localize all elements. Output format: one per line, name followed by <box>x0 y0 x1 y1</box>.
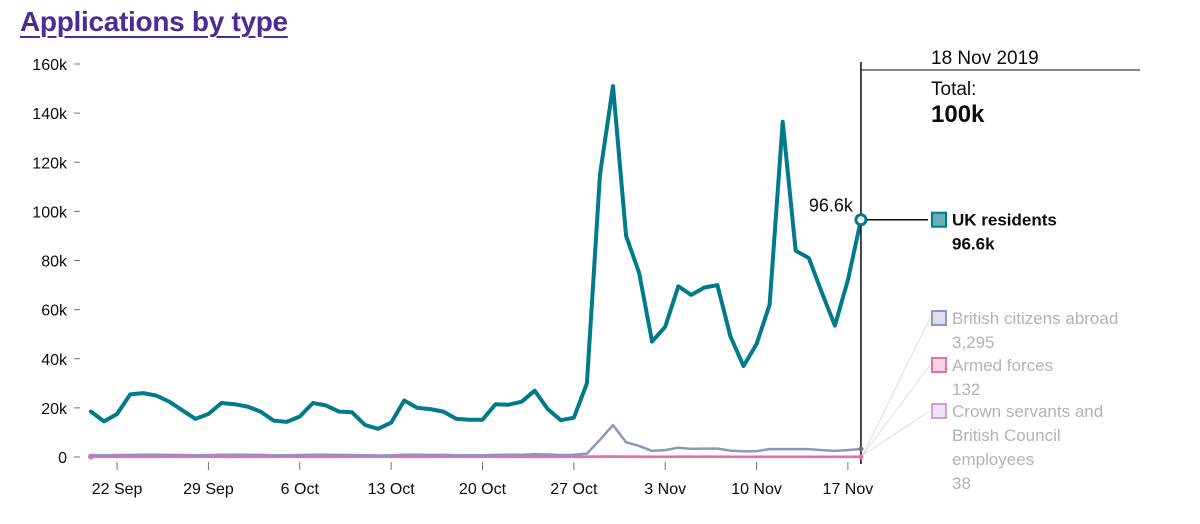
y-tick-label: 60k <box>41 303 68 320</box>
legend-leader-line <box>862 317 931 456</box>
legend-value: 132 <box>952 380 980 399</box>
hover-point-armed-forces <box>858 454 864 460</box>
legend[interactable]: UK residents 96.6k British citizens abroad… <box>862 211 1118 493</box>
x-tick-label: 6 Oct <box>281 481 320 498</box>
chart-title-link[interactable]: Applications by type <box>20 6 288 37</box>
x-tick-label: 29 Sep <box>183 481 234 498</box>
y-tick-label: 140k <box>32 106 68 123</box>
y-tick-label: 0 <box>58 450 67 467</box>
y-tick-label: 20k <box>41 401 68 418</box>
legend-leader-line <box>862 364 931 456</box>
legend-swatch <box>931 310 947 326</box>
tooltip-total-value: 100k <box>931 101 985 128</box>
legend-value: 96.6k <box>952 235 995 254</box>
legend-item-british-citizens-abroad[interactable]: British citizens abroad 3,295 <box>862 309 1118 456</box>
y-tick-label: 100k <box>32 204 68 221</box>
x-tick-label: 27 Oct <box>550 481 598 498</box>
y-axis: 0 20k 40k 60k 80k 100k 120k 140k 160k <box>32 57 80 467</box>
series-line-uk-residents <box>89 84 863 431</box>
legend-value: 3,295 <box>952 333 995 352</box>
legend-label: Armed forces <box>952 356 1053 375</box>
x-tick-label: 3 Nov <box>644 481 686 498</box>
x-tick-label: 22 Sep <box>92 481 143 498</box>
hover-point-british-citizens-abroad <box>858 446 864 452</box>
hover-marks: 96.6k <box>809 196 928 460</box>
legend-label: Crown servants and British Council employe… <box>952 402 1103 469</box>
legend-label: British citizens abroad <box>952 309 1118 328</box>
legend-item-crown-servants-and-british-council-employees[interactable]: Crown servants and British Council employe… <box>862 402 1103 493</box>
legend-value: 38 <box>952 474 971 493</box>
legend-swatch <box>931 211 947 228</box>
series-line-british-citizens-abroad <box>89 423 863 457</box>
legend-leader-line <box>862 410 931 456</box>
x-tick-label: 13 Oct <box>368 481 416 498</box>
x-axis: 22 Sep 29 Sep 6 Oct 13 Oct 20 Oct 27 Oct 3 Nov… <box>92 462 874 498</box>
tooltip-date: 18 Nov 2019 <box>931 48 1039 69</box>
x-tick-label: 10 Nov <box>731 481 782 498</box>
legend-label: UK residents <box>952 211 1057 230</box>
x-tick-label: 20 Oct <box>459 481 507 498</box>
hover-value-label: 96.6k <box>809 196 854 216</box>
y-tick-label: 80k <box>41 254 68 271</box>
y-tick-label: 160k <box>32 57 68 74</box>
legend-item-armed-forces[interactable]: Armed forces 132 <box>862 356 1053 456</box>
legend-swatch <box>931 403 947 419</box>
hover-point-uk-residents <box>854 213 868 227</box>
tooltip-total-label: Total: <box>931 79 976 100</box>
y-tick-label: 120k <box>32 155 68 172</box>
y-tick-label: 40k <box>41 352 68 369</box>
legend-swatch <box>931 357 947 373</box>
series-lines <box>88 84 863 460</box>
legend-item-uk-residents[interactable]: UK residents 96.6k <box>931 211 1057 254</box>
x-tick-label: 17 Nov <box>823 481 874 498</box>
